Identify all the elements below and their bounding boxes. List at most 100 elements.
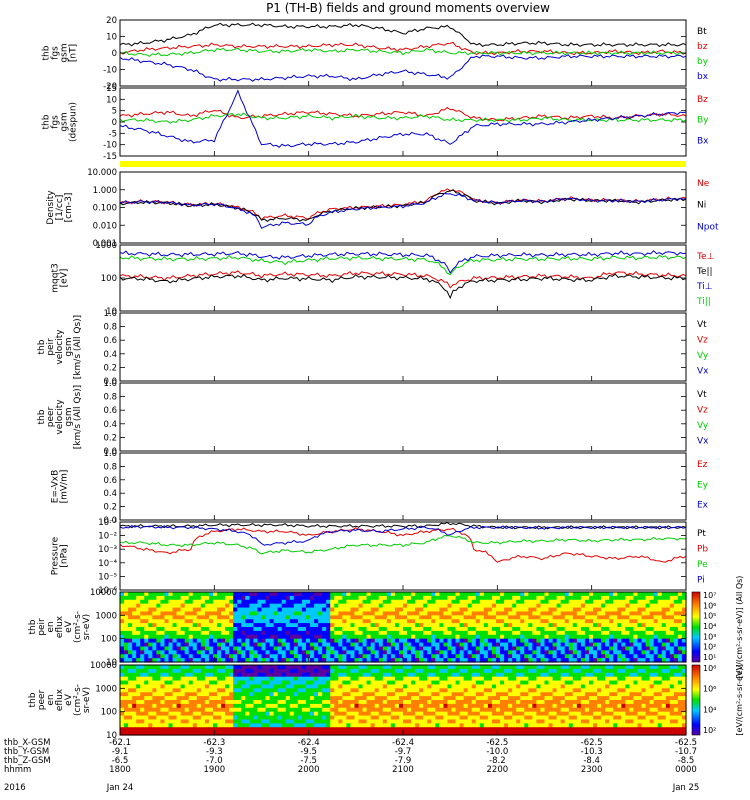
y-axis-label: peir [37, 618, 47, 636]
y-tick-label: 10 [106, 731, 117, 741]
legend-entry: Ez [697, 460, 708, 470]
legend-entry: By [697, 116, 709, 126]
y-tick-label: 10⁻¹ [98, 518, 117, 528]
y-tick-label: 10⁻⁴ [98, 559, 117, 569]
series-line [119, 54, 687, 82]
y-tick-label: 10.000 [87, 168, 117, 178]
legend-entry: Vz [697, 336, 708, 346]
y-tick-label: -5 [109, 129, 117, 139]
y-tick-label: 0.0 [103, 447, 117, 457]
y-tick-label: 1000 [95, 241, 117, 251]
legend-entry: Vt [697, 320, 707, 330]
legend-entry: Pi [697, 576, 705, 586]
y-axis-label: thb [37, 339, 47, 354]
y-axis-label: E=-VxB [51, 470, 61, 504]
series-line [119, 47, 687, 58]
y-axis-label: sr-eV) [82, 687, 92, 713]
x-row-label: thb_X-GSM [4, 738, 50, 748]
x-tick-label: 2300 [581, 765, 603, 775]
y-axis-label: [km/s (All Qs)] [73, 315, 83, 379]
colorbar-tick: 10⁷ [703, 591, 716, 600]
y-tick-label: 5 [112, 107, 117, 117]
y-tick-label: 0.4 [103, 489, 117, 499]
y-tick-label: 0.100 [93, 204, 117, 214]
colorbar-tick: 10² [703, 643, 716, 652]
y-axis-label: [nPa] [60, 544, 70, 567]
legend-entry: Pt [697, 529, 706, 539]
y-axis-label: [eV] [60, 269, 70, 288]
y-tick-label: 10⁻² [98, 532, 117, 542]
y-tick-label: 0.8 [103, 393, 117, 403]
x-tick-label: -9.3 [206, 747, 223, 757]
x-row-label: hhmm [4, 765, 31, 775]
legend-entry: Bx [697, 136, 709, 146]
legend-entry: Pe [697, 560, 708, 570]
legend-entry: Vy [697, 351, 709, 361]
y-tick-label: 0.2 [103, 503, 117, 513]
series-line [119, 188, 687, 221]
y-axis-label: [cm-3] [64, 193, 74, 223]
legend-entry: Ti|| [696, 297, 711, 307]
series-line [119, 189, 687, 223]
y-tick-label: 100 [101, 708, 117, 718]
x-tick-label: -7.5 [300, 756, 317, 766]
y-axis-label: (cm²-s- [73, 684, 83, 716]
y-axis-label: peer [46, 406, 56, 427]
y-axis-label: thb [42, 45, 52, 60]
y-tick-label: 20 [106, 16, 117, 26]
panel-10: 10⁸ 10⁶ 10⁴ 10² [eV/(cm²-s-sr-eV)] 10000 1000 1… [28, 661, 744, 741]
y-tick-label: 0.4 [103, 420, 117, 430]
y-tick-label: 0 [112, 118, 117, 128]
y-axis-label: [mV/m] [60, 470, 70, 504]
y-tick-label: 10000 [90, 661, 117, 671]
series-line [119, 112, 687, 124]
colorbar-tick: 10³ [703, 632, 716, 641]
y-axis-label: thb [37, 409, 47, 424]
x-tick-label: 2200 [487, 765, 509, 775]
x-axis: thb_X-GSM -62.1 -62.3 -62.4 -62.4 -62.5 -62.5-… [4, 738, 699, 793]
y-axis-label: (despun) [69, 102, 79, 142]
y-tick-label: 0.0 [103, 516, 117, 526]
date-start: Jan 24 [106, 783, 134, 793]
y-tick-label: 1.0 [103, 309, 117, 319]
y-tick-label: 10 [106, 95, 117, 105]
series-group [119, 188, 687, 229]
panel-frame [119, 452, 687, 521]
y-axis-label: fgs [51, 46, 61, 60]
colorbar-label: [eV/(cm²-s-sr-eV)] [735, 664, 744, 735]
legend-entry: Ne [697, 179, 710, 189]
series-line [119, 254, 687, 276]
x-tick-label: 1900 [204, 765, 226, 775]
panel-frame [119, 312, 687, 382]
chart-title: P1 (TH-B) fields and ground moments over… [266, 1, 550, 15]
y-axis-label: thb [28, 619, 38, 634]
panel-5: Vt Vz Vy Vx 1.0 0.8 0.6 0.4 0.2 0.0 thb peir velocit… [37, 309, 709, 387]
panel-7: Ez Ey Ex 1.0 0.8 0.6 0.4 0.2 0.0 E=-VxB [mV/m] [51, 449, 709, 526]
y-tick-label: 10 [106, 33, 117, 43]
series-line [119, 524, 687, 546]
y-axis-label: eflux [55, 688, 65, 711]
y-tick-label: 0.8 [103, 323, 117, 333]
colorbar [691, 664, 701, 736]
colorbar-tick: 10⁵ [703, 612, 716, 621]
x-tick-label: -62.5 [581, 738, 603, 748]
y-tick-label: 0.2 [103, 433, 117, 443]
y-tick-label: 10 [106, 658, 117, 668]
y-tick-label: 1000 [95, 611, 117, 621]
legend-entry: by [697, 57, 709, 67]
y-axis-label: (cm²-s- [73, 611, 83, 643]
y-tick-label: 0.6 [103, 336, 117, 346]
x-tick-label: -7.0 [206, 756, 223, 766]
series-group [119, 250, 687, 300]
y-tick-label: 0.001 [93, 239, 117, 249]
y-tick-label: 0.2 [103, 363, 117, 373]
series-line [119, 22, 687, 48]
x-tick-label: -10.3 [581, 747, 603, 757]
y-axis-label: fgs [51, 115, 61, 129]
status-bar [120, 161, 686, 167]
x-row-label: thb_Z-GSM [4, 756, 51, 766]
y-tick-label: 100 [101, 635, 117, 645]
colorbar-tick: 10⁴ [703, 622, 716, 631]
series-line [119, 273, 687, 300]
